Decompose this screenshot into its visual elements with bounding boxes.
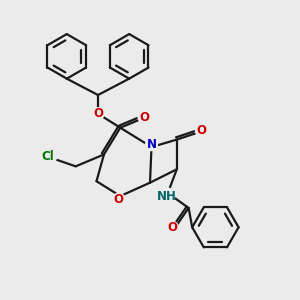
Circle shape — [158, 188, 175, 204]
Circle shape — [138, 111, 150, 123]
Text: O: O — [167, 221, 177, 234]
Circle shape — [196, 125, 207, 136]
Circle shape — [40, 148, 56, 165]
Text: NH: NH — [156, 190, 176, 202]
Text: N: N — [146, 138, 157, 151]
Text: O: O — [114, 193, 124, 206]
Circle shape — [92, 108, 104, 120]
Text: Cl: Cl — [42, 150, 54, 163]
Text: O: O — [196, 124, 206, 137]
Circle shape — [166, 221, 178, 233]
Circle shape — [113, 193, 125, 205]
Text: O: O — [93, 107, 103, 120]
Circle shape — [146, 139, 158, 151]
Text: O: O — [139, 111, 149, 124]
